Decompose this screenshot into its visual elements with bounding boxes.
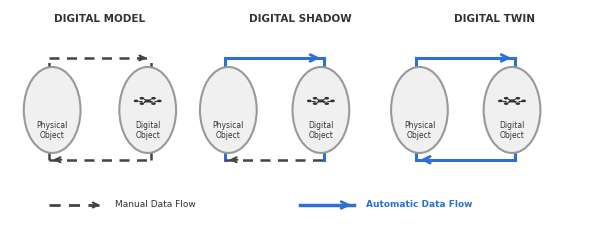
Circle shape [140,98,143,99]
Circle shape [146,100,150,102]
Text: Automatic Data Flow: Automatic Data Flow [365,200,472,210]
Circle shape [325,98,328,99]
Circle shape [152,103,155,104]
Circle shape [313,103,317,104]
Ellipse shape [200,67,257,153]
Circle shape [319,100,323,102]
Text: Manual Data Flow: Manual Data Flow [115,200,196,210]
Ellipse shape [391,67,448,153]
Ellipse shape [484,67,541,153]
Text: Physical
Object: Physical Object [404,121,435,140]
Circle shape [505,103,508,104]
Circle shape [522,100,525,101]
Text: DIGITAL SHADOW: DIGITAL SHADOW [248,14,352,25]
Text: Physical
Object: Physical Object [37,121,68,140]
Circle shape [308,100,311,101]
Circle shape [331,100,334,101]
Circle shape [505,98,508,99]
Circle shape [499,100,502,101]
Circle shape [510,100,514,102]
Ellipse shape [293,67,349,153]
Circle shape [313,98,317,99]
Text: Digital
Object: Digital Object [308,121,334,140]
Ellipse shape [24,67,80,153]
Circle shape [134,100,137,101]
Text: DIGITAL TWIN: DIGITAL TWIN [454,14,535,25]
Text: Physical
Object: Physical Object [212,121,244,140]
Circle shape [140,103,143,104]
Circle shape [158,100,161,101]
Ellipse shape [119,67,176,153]
Text: Digital
Object: Digital Object [499,121,525,140]
Text: DIGITAL MODEL: DIGITAL MODEL [55,14,145,25]
Circle shape [516,103,520,104]
Circle shape [516,98,520,99]
Text: Digital
Object: Digital Object [135,121,160,140]
Circle shape [325,103,328,104]
Circle shape [152,98,155,99]
